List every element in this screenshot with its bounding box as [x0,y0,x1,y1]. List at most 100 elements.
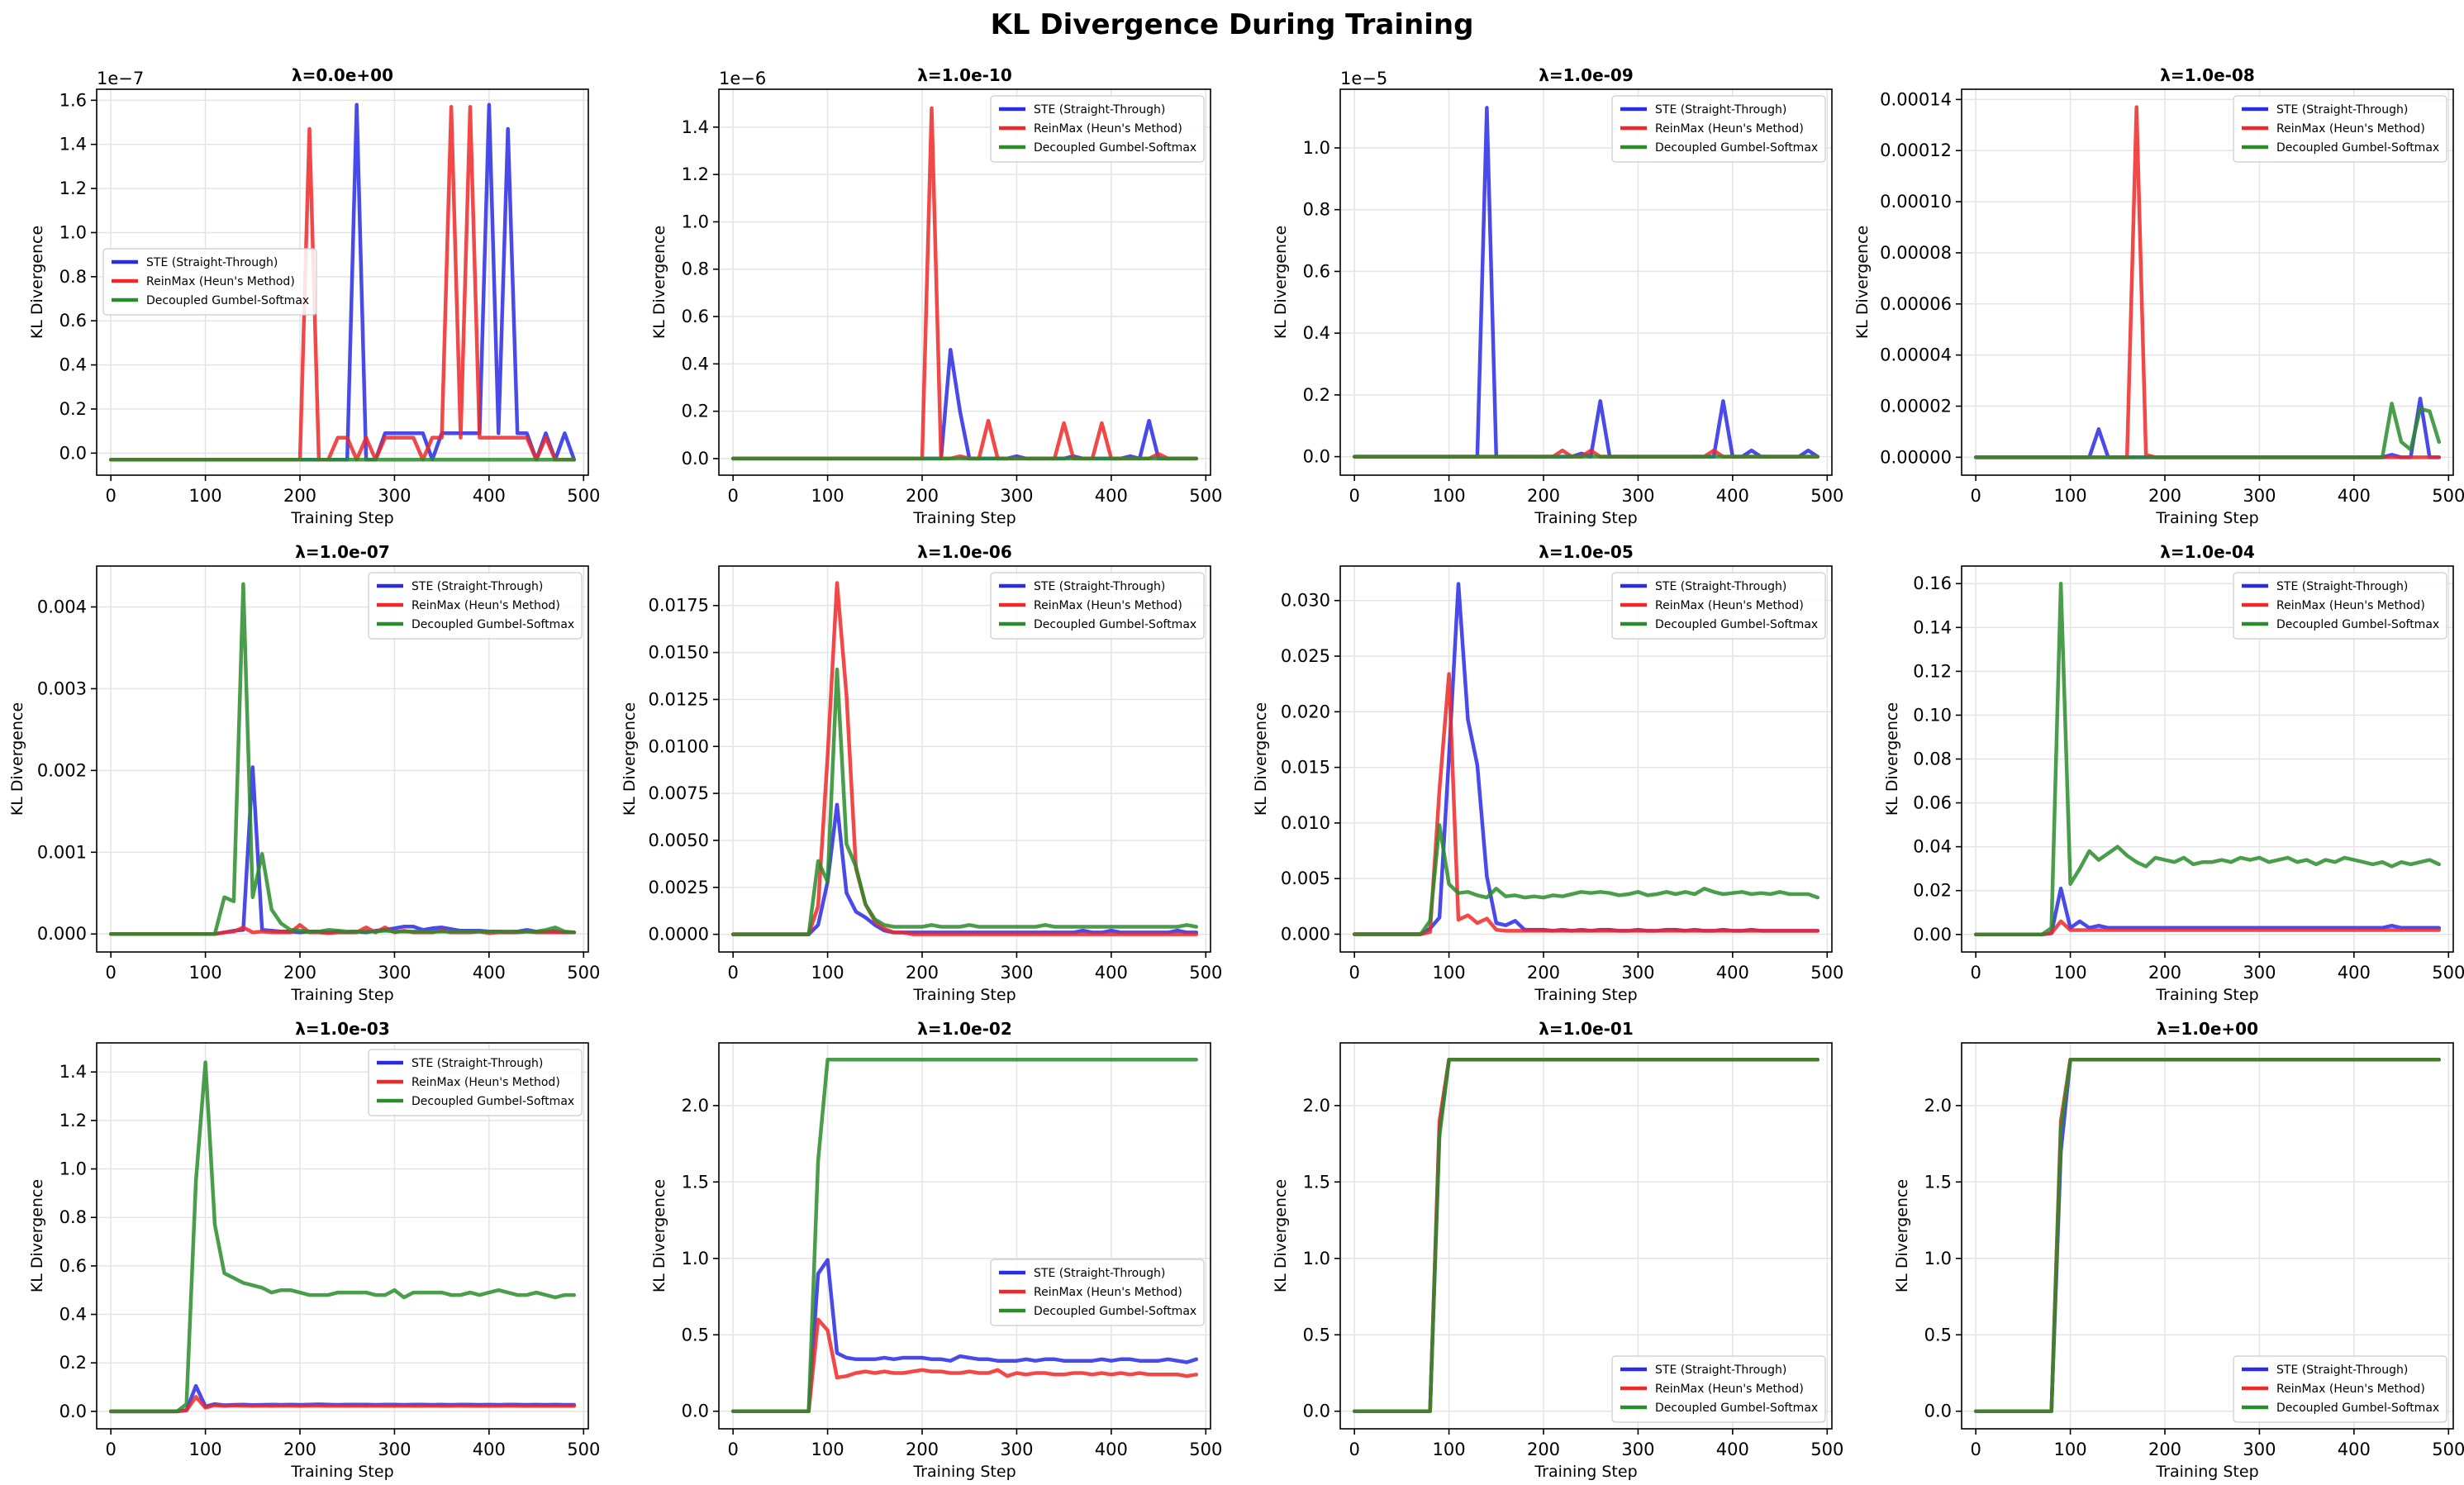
x-tick-label: 400 [473,1440,506,1459]
y-tick-label: 0.0125 [649,689,709,709]
axes-frame [1339,1042,1833,1430]
y-axis-label: KL Divergence [8,702,26,816]
axes-frame [96,88,589,476]
figure-title: KL Divergence During Training [991,8,1474,41]
legend: STE (Straight-Through) ReinMax (Heun's Me… [990,1259,1205,1326]
legend-label: Decoupled Gumbel-Softmax [411,618,574,631]
x-tick-label: 500 [567,1440,600,1459]
y-tick-label: 0.0000 [649,925,709,945]
y-tick-label: 0.0 [682,1402,709,1421]
subplot-title: λ=1.0e-09 [1539,65,1634,85]
subplot: 0 100 200 300 400 500 0.0 0.2 0.4 0.6 0.8 1.0 1.2 1.4… [28,65,600,527]
subplot-title: λ=1.0e-07 [295,542,390,562]
y-tick-label: 0.001 [37,842,87,862]
x-tick-label: 100 [2054,1440,2087,1459]
y-tick-label: 0.08 [1913,750,1952,769]
legend-label: Decoupled Gumbel-Softmax [411,1095,574,1108]
x-tick-label: 500 [1810,486,1843,506]
legend-label: STE (Straight-Through) [411,580,543,593]
y-tick-label: 0.0 [682,449,709,469]
y-tick-label: 0.0075 [649,783,709,803]
y-tick-label: 0.00004 [1880,345,1952,365]
x-tick-label: 400 [2338,1440,2371,1459]
subplot: 0 100 200 300 400 500 0.0 0.5 1.0 1.5 2.0 λ=1.0e+00… [1893,1019,2464,1481]
legend: STE (Straight-Through) ReinMax (Heun's Me… [2233,95,2447,163]
axes-frame [1961,1042,2454,1430]
x-tick-label: 100 [1433,1440,1466,1459]
subplot: 0 100 200 300 400 500 0.0 0.2 0.4 0.6 0.8 1.0 λ=1.0e… [1272,65,1843,527]
legend-label: ReinMax (Heun's Method) [2276,122,2425,136]
y-tick-label: 0.0150 [649,643,709,663]
y-tick-label: 1.0 [682,212,709,231]
subplot-title: λ=1.0e+00 [2157,1019,2258,1039]
legend-label: STE (Straight-Through) [146,256,278,269]
x-tick-label: 0 [105,963,116,983]
y-tick-label: 1.5 [1303,1172,1330,1192]
subplot-title: λ=1.0e-08 [2160,65,2255,85]
y-tick-label: 0.0 [59,1402,87,1421]
y-tick-label: 0.030 [1281,591,1330,611]
y-tick-label: 0.5 [1924,1325,1952,1345]
y-tick-label: 0.12 [1913,661,1952,681]
y-tick-label: 0.00008 [1880,243,1952,263]
x-tick-label: 300 [2243,963,2276,983]
y-tick-label: 0.4 [682,354,709,374]
legend-label: STE (Straight-Through) [411,1057,543,1070]
x-tick-label: 300 [1000,486,1033,506]
x-tick-label: 400 [473,963,506,983]
legend-label: ReinMax (Heun's Method) [1034,599,1182,612]
axes-frame [96,1042,589,1430]
y-tick-label: 2.0 [682,1096,709,1116]
y-tick-label: 0.000 [37,924,87,944]
y-tick-label: 0.6 [59,1256,87,1276]
axis-offset-text: 1e−6 [719,69,766,88]
legend-label: ReinMax (Heun's Method) [1034,122,1182,136]
x-tick-label: 100 [2054,963,2087,983]
legend-label: STE (Straight-Through) [1034,580,1165,593]
series-line [108,1395,577,1414]
legend-box [102,248,317,316]
legend-label: ReinMax (Heun's Method) [146,275,295,288]
x-tick-label: 100 [811,1440,844,1459]
legend-label: STE (Straight-Through) [1655,103,1786,117]
y-axis-label: KL Divergence [1272,226,1290,339]
y-axis-label: KL Divergence [650,226,668,339]
y-tick-label: 1.0 [1303,138,1330,158]
legend-label: Decoupled Gumbel-Softmax [1034,1305,1196,1318]
legend-label: STE (Straight-Through) [2276,580,2408,593]
legend-label: STE (Straight-Through) [1655,580,1786,593]
y-axis-label: KL Divergence [1252,702,1270,816]
subplot-title: λ=1.0e-04 [2160,542,2255,562]
y-tick-label: 1.5 [1924,1172,1952,1192]
series-line [1973,402,2442,459]
legend-label: ReinMax (Heun's Method) [1655,122,1804,136]
x-tick-label: 300 [378,963,411,983]
y-tick-label: 1.5 [682,1172,709,1192]
x-axis-label: Training Step [2155,509,2258,527]
x-axis-label: Training Step [290,509,393,527]
subplot: 0 100 200 300 400 500 0.00 0.02 0.04 0.06 0.08 0.10… [1883,542,2464,1004]
subplot-title: λ=1.0e-02 [917,1019,1012,1039]
legend-label: Decoupled Gumbel-Softmax [2276,141,2439,155]
y-tick-label: 2.0 [1924,1096,1952,1116]
series-line [730,1058,1199,1413]
y-tick-label: 0.4 [59,1305,87,1325]
x-tick-label: 500 [1810,1440,1843,1459]
x-tick-label: 200 [1527,486,1560,506]
x-axis-label: Training Step [1534,986,1637,1004]
y-tick-label: 0.2 [59,399,87,419]
y-tick-label: 0.004 [37,597,87,616]
x-tick-label: 400 [1095,963,1128,983]
axes-frame [1339,565,1833,953]
legend: STE (Straight-Through) ReinMax (Heun's Me… [368,572,583,640]
legend: STE (Straight-Through) ReinMax (Heun's Me… [368,1049,583,1116]
y-tick-label: 0.00 [1913,925,1952,945]
x-tick-label: 500 [567,963,600,983]
x-tick-label: 500 [1189,963,1222,983]
x-tick-label: 100 [189,963,222,983]
y-tick-label: 0.00014 [1880,89,1952,109]
y-tick-label: 0.2 [59,1353,87,1373]
y-tick-label: 0.00012 [1880,140,1952,160]
x-tick-label: 100 [811,963,844,983]
x-tick-label: 400 [473,486,506,506]
